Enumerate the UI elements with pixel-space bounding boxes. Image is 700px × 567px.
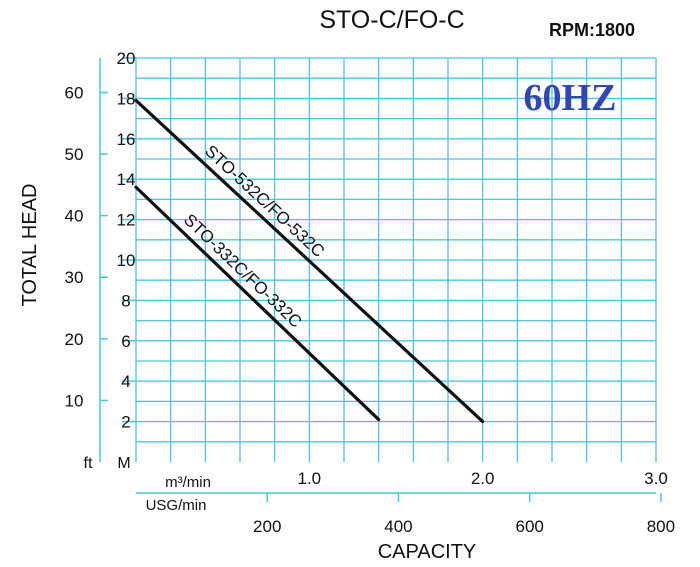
y-tick-label-m: 4 <box>121 372 130 391</box>
y-tick-label-m: 2 <box>121 413 130 432</box>
x-tick-label-usg: 200 <box>253 517 281 536</box>
y-unit-ft: ft <box>84 455 93 472</box>
y-tick-label-m: 16 <box>117 130 136 149</box>
y-tick-label-m: 10 <box>117 251 136 270</box>
x-tick-label-usg: 800 <box>647 517 675 536</box>
y-tick-label-ft: 10 <box>65 391 84 410</box>
chart-subtitle: RPM:1800 <box>549 20 635 40</box>
x-tick-label-m3: 2.0 <box>471 469 495 488</box>
y-tick-label-m: 18 <box>117 89 136 108</box>
chart-axes <box>99 57 662 502</box>
x-tick-label-usg: 600 <box>516 517 544 536</box>
x-tick-label-usg: 400 <box>384 517 412 536</box>
x-tick-label-m3: 3.0 <box>644 469 668 488</box>
x-axis-title: CAPACITY <box>378 541 477 563</box>
y-tick-label-m: 8 <box>121 291 130 310</box>
y-axis-title: TOTAL HEAD <box>19 184 41 307</box>
plot-grid <box>135 57 657 462</box>
y-tick-label-m: 14 <box>117 170 136 189</box>
x-tick-label-m3: 1.0 <box>298 469 322 488</box>
tick-labels: 2 4 6 8 10 12 14 16 18 20 10 20 30 40 50 60 1.0 2.0 3.0 200… <box>65 49 676 536</box>
y-tick-label-m: 12 <box>117 211 136 230</box>
x-unit-m3: m³/min <box>165 474 211 491</box>
y-tick-label-ft: 40 <box>65 207 84 226</box>
chart-title: STO-C/FO-C <box>319 6 464 34</box>
y-tick-label-m: 20 <box>117 49 136 68</box>
y-tick-label-ft: 30 <box>65 268 84 287</box>
y-tick-label-ft: 50 <box>65 145 84 164</box>
y-unit-m: M <box>117 455 130 472</box>
series-line <box>134 185 381 422</box>
series-line <box>134 98 485 424</box>
y-tick-label-m: 6 <box>121 332 130 351</box>
frequency-badge: 60HZ <box>524 77 617 119</box>
y-tick-label-ft: 20 <box>65 330 84 349</box>
x-unit-usg: USG/min <box>146 497 207 514</box>
y-tick-label-ft: 60 <box>65 83 84 102</box>
